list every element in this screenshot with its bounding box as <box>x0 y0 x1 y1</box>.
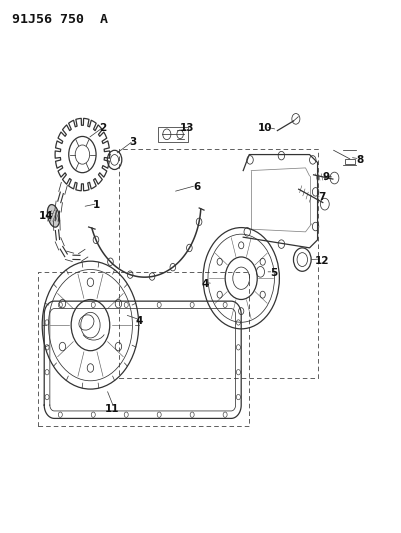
Text: 10: 10 <box>257 123 272 133</box>
Text: 1: 1 <box>93 200 100 210</box>
Text: 7: 7 <box>317 192 324 202</box>
Text: 4: 4 <box>201 279 208 288</box>
Bar <box>344 159 354 164</box>
Text: 9: 9 <box>321 172 328 182</box>
Bar <box>158 127 188 142</box>
Text: 8: 8 <box>355 155 363 165</box>
Text: 12: 12 <box>314 256 328 266</box>
Text: 6: 6 <box>193 182 200 191</box>
Text: 3: 3 <box>129 138 136 147</box>
Text: 4: 4 <box>135 316 142 326</box>
Text: 91J56 750  A: 91J56 750 A <box>12 13 108 26</box>
Ellipse shape <box>47 205 59 227</box>
Text: 11: 11 <box>105 405 119 414</box>
Text: 5: 5 <box>269 268 276 278</box>
Text: 13: 13 <box>179 123 194 133</box>
Text: 2: 2 <box>99 123 106 133</box>
Text: 14: 14 <box>39 211 53 221</box>
